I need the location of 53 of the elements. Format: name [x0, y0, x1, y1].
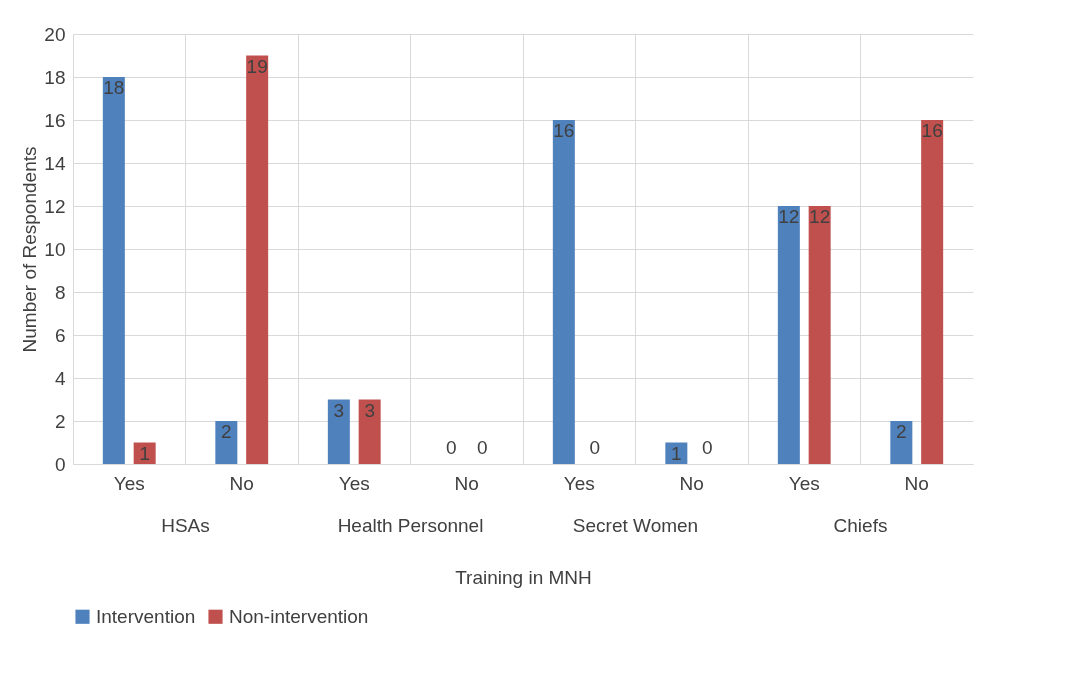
data-label: 0: [476, 437, 488, 458]
text: Chiefs: [833, 515, 888, 536]
bar: [890, 421, 913, 464]
data-label: 0: [589, 437, 600, 458]
text: Secret Women: [572, 515, 699, 536]
legend-label: Intervention: [96, 605, 196, 627]
y-tick-label: 6: [54, 324, 66, 346]
x-tick-label: Yes: [563, 472, 595, 494]
data-label: 1: [671, 442, 682, 464]
bar: [921, 120, 944, 464]
x-tick-label: Yes: [788, 472, 820, 494]
y-tick-label: 0: [54, 453, 66, 475]
data-label: 0: [701, 437, 713, 458]
bar: [808, 206, 831, 464]
data-label: 0: [446, 437, 457, 458]
data-label: 2: [896, 421, 907, 442]
x-tick-label: No: [904, 472, 929, 494]
bar: [102, 77, 125, 464]
data-label: 2: [221, 421, 232, 442]
x-tick-label: No: [679, 472, 704, 494]
x-axis-title: Training in MNH: [455, 566, 592, 588]
y-tick-label: 14: [44, 152, 66, 174]
y-tick-label: 2: [54, 410, 66, 432]
x-tick-label: No: [229, 472, 254, 494]
data-label: 1: [139, 442, 150, 464]
data-label: 16: [921, 120, 943, 141]
legend-label: Non-intervention: [229, 605, 369, 627]
y-tick-label: 8: [54, 281, 66, 303]
bar: [246, 55, 269, 464]
y-tick-label: 18: [44, 66, 66, 88]
data-label: 3: [333, 399, 345, 421]
data-label: 18: [103, 77, 125, 98]
data-label: 12: [809, 206, 831, 227]
data-label: 3: [364, 399, 375, 421]
bar: [358, 399, 381, 464]
bar: [552, 120, 575, 464]
y-tick-label: 4: [54, 367, 66, 389]
bar: [327, 399, 350, 464]
y-tick-label: 12: [44, 195, 66, 217]
x-tick-label: Yes: [113, 472, 145, 494]
x-tick-label: Yes: [338, 472, 370, 494]
y-tick-label: 20: [44, 23, 66, 45]
data-label: 19: [246, 55, 268, 77]
text: HSAs: [161, 515, 210, 536]
y-tick-label: 16: [44, 109, 66, 131]
bar: [777, 206, 800, 464]
bar: [215, 421, 238, 464]
y-axis-title: Number of Respondents: [19, 146, 41, 353]
text: Health Personnel: [337, 515, 484, 536]
data-label: 16: [553, 120, 575, 141]
data-label: 12: [778, 206, 800, 227]
x-tick-label: No: [454, 472, 479, 494]
y-tick-label: 10: [44, 238, 66, 260]
